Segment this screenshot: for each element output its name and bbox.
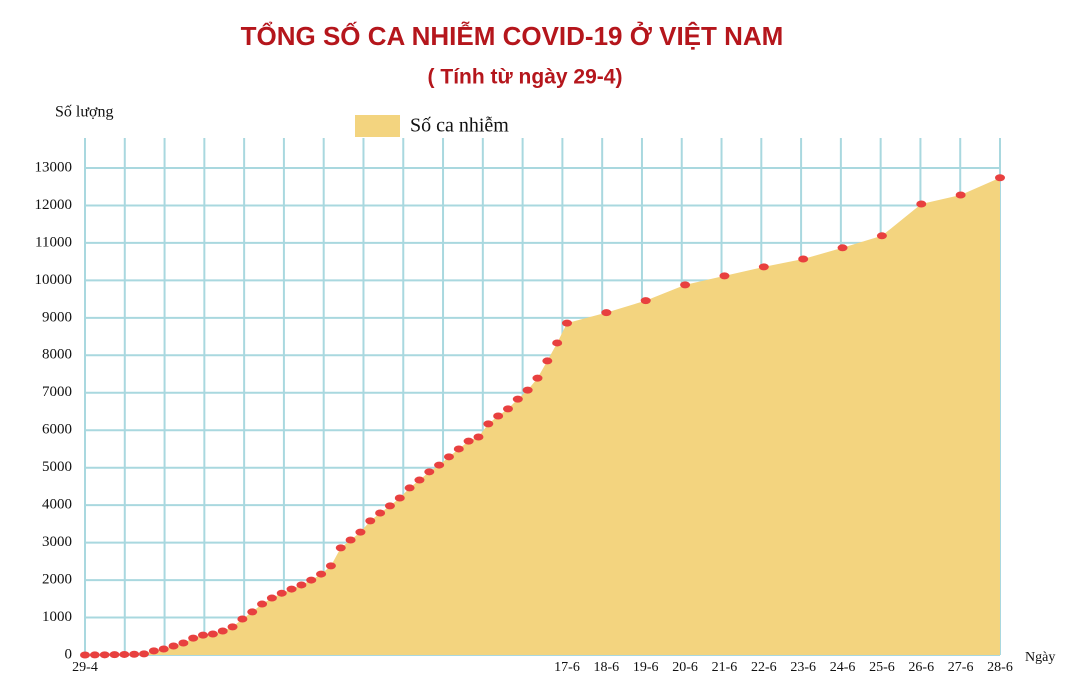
y-tick-label: 7000 xyxy=(42,384,72,400)
y-tick-label: 12000 xyxy=(35,197,73,213)
data-point xyxy=(532,374,543,382)
x-axis-label: Ngày xyxy=(1025,650,1055,665)
x-tick-label: 25-6 xyxy=(869,660,895,675)
data-point xyxy=(434,461,445,469)
data-point xyxy=(837,244,848,252)
data-point xyxy=(512,395,523,403)
data-point xyxy=(217,627,228,635)
data-point xyxy=(502,405,513,413)
data-point xyxy=(876,232,887,240)
data-point xyxy=(247,608,258,616)
y-tick-label: 5000 xyxy=(42,459,72,475)
data-point xyxy=(424,468,435,476)
data-point xyxy=(542,357,553,365)
data-point xyxy=(316,570,327,578)
data-point xyxy=(758,263,769,271)
data-point xyxy=(552,339,563,347)
data-point xyxy=(443,453,454,461)
data-point xyxy=(109,651,120,659)
data-point xyxy=(394,494,405,502)
x-tick-label: 18-6 xyxy=(594,660,620,675)
data-point xyxy=(198,631,209,639)
y-tick-label: 13000 xyxy=(35,159,73,175)
data-point xyxy=(640,297,651,305)
y-tick-label: 10000 xyxy=(35,272,73,288)
x-tick-label: 21-6 xyxy=(712,660,738,675)
data-point xyxy=(119,650,130,658)
data-point xyxy=(483,420,494,428)
chart-title: TỔNG SỐ CA NHIỄM COVID-19 Ở VIỆT NAM xyxy=(241,20,784,51)
data-point xyxy=(266,594,277,602)
y-tick-label: 6000 xyxy=(42,422,72,438)
data-point xyxy=(286,585,297,593)
data-point xyxy=(276,589,287,597)
x-tick-label: 28-6 xyxy=(987,660,1013,675)
legend-swatch xyxy=(355,115,400,137)
x-tick-label: 27-6 xyxy=(948,660,974,675)
data-point xyxy=(207,630,218,638)
data-point xyxy=(335,544,346,552)
data-point xyxy=(129,650,140,658)
data-point xyxy=(257,600,268,608)
data-point xyxy=(168,642,179,650)
data-point xyxy=(522,386,533,394)
data-point xyxy=(345,536,356,544)
data-point xyxy=(493,412,504,420)
x-tick-label: 23-6 xyxy=(790,660,816,675)
data-point xyxy=(365,517,376,525)
x-tick-label: 20-6 xyxy=(672,660,698,675)
x-tick-label: 24-6 xyxy=(830,660,856,675)
data-point xyxy=(158,645,169,653)
data-point xyxy=(80,651,90,659)
y-tick-label: 1000 xyxy=(42,609,72,625)
legend-label: Số ca nhiễm xyxy=(410,115,509,137)
data-point xyxy=(89,651,100,659)
data-point xyxy=(798,255,809,263)
data-point xyxy=(995,174,1005,182)
data-point xyxy=(227,623,238,631)
data-point xyxy=(601,309,612,317)
y-tick-label: 3000 xyxy=(42,534,72,550)
data-point xyxy=(296,581,307,589)
y-tick-label: 2000 xyxy=(42,572,72,588)
data-point xyxy=(414,476,425,484)
y-tick-label: 8000 xyxy=(42,347,72,363)
data-point xyxy=(237,615,248,623)
data-point xyxy=(325,562,336,570)
data-point xyxy=(404,484,415,492)
y-tick-label: 0 xyxy=(65,646,73,662)
data-point xyxy=(375,509,386,517)
data-point xyxy=(355,528,366,536)
data-point xyxy=(453,445,464,453)
x-tick-label: 17-6 xyxy=(554,660,580,675)
y-tick-label: 4000 xyxy=(42,497,72,513)
data-point xyxy=(719,272,730,280)
chart-subtitle: ( Tính từ ngày 29-4) xyxy=(428,66,623,89)
x-tick-label: 26-6 xyxy=(908,660,934,675)
y-tick-label: 11000 xyxy=(35,234,72,250)
data-point xyxy=(139,650,150,658)
y-axis-label: Số lượng xyxy=(55,104,113,121)
data-point xyxy=(178,639,189,647)
data-point xyxy=(473,433,484,441)
data-point xyxy=(306,576,317,584)
x-tick-label: 19-6 xyxy=(633,660,659,675)
data-point xyxy=(680,281,691,289)
x-tick-label: 22-6 xyxy=(751,660,777,675)
y-tick-label: 9000 xyxy=(42,309,72,325)
data-point xyxy=(955,191,966,199)
data-point xyxy=(99,651,110,659)
data-point xyxy=(188,634,199,642)
data-point xyxy=(916,200,927,208)
data-point xyxy=(384,502,395,510)
data-point xyxy=(562,319,572,327)
data-point xyxy=(148,647,159,655)
x-tick-label: 29-4 xyxy=(72,660,98,675)
area xyxy=(85,177,1000,656)
data-point xyxy=(463,437,474,445)
